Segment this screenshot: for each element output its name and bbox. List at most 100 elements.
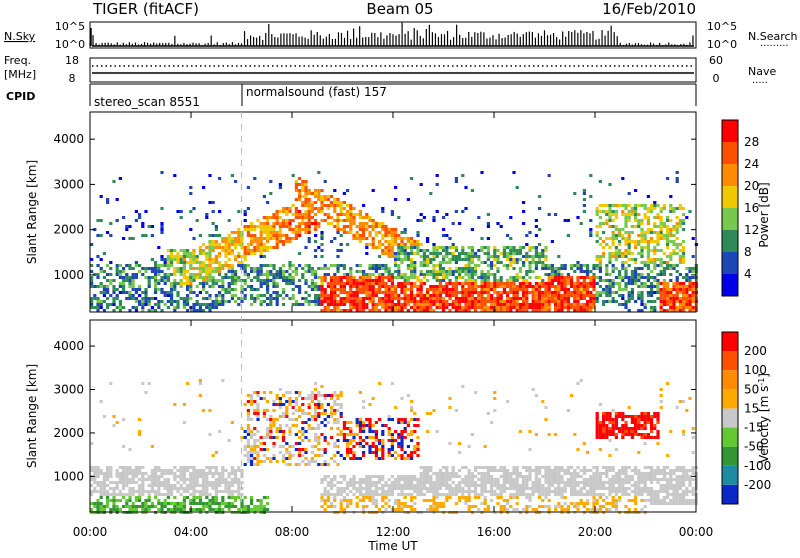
velocity-cell [400, 442, 403, 445]
velocity-cell [138, 466, 141, 469]
power-cell [256, 276, 259, 279]
power-cell [493, 249, 496, 252]
power-cell [256, 270, 259, 273]
velocity-cell [237, 487, 240, 490]
power-cell [583, 276, 586, 279]
power-cell [167, 264, 170, 267]
velocity-cell [432, 499, 435, 502]
velocity-cell [432, 505, 435, 508]
power-cell [301, 204, 304, 207]
power-cell [416, 294, 419, 297]
power-cell [327, 207, 330, 210]
power-cell [647, 222, 650, 225]
power-cell [295, 207, 298, 210]
velocity-cell [346, 484, 349, 487]
power-cell [573, 294, 576, 297]
power-cell [429, 273, 432, 276]
velocity-cell [157, 466, 160, 469]
power-cell [439, 282, 442, 285]
velocity-cell [314, 454, 317, 457]
power-cell [228, 300, 231, 303]
power-cell [298, 222, 301, 225]
velocity-cell [269, 430, 272, 433]
power-cell [263, 243, 266, 246]
power-cell [272, 282, 275, 285]
velocity-cell [125, 469, 128, 472]
velocity-cell [314, 388, 317, 391]
power-cell [589, 303, 592, 306]
power-cell [224, 249, 227, 252]
power-cell [397, 294, 400, 297]
colorbar-tick-label: 4 [744, 267, 752, 281]
power-cell [333, 291, 336, 294]
power-cell [199, 267, 202, 270]
power-cell [375, 267, 378, 270]
power-cell [669, 273, 672, 276]
power-cell [205, 267, 208, 270]
velocity-cell [122, 445, 125, 448]
velocity-cell [263, 415, 266, 418]
velocity-cell [100, 490, 103, 493]
velocity-cell [128, 478, 131, 481]
power-cell [320, 291, 323, 294]
power-cell [333, 237, 336, 240]
velocity-cell [336, 451, 339, 454]
power-cell [170, 285, 173, 288]
power-cell [416, 240, 419, 243]
velocity-cell [253, 412, 256, 415]
power-cell [301, 273, 304, 276]
velocity-cell [301, 430, 304, 433]
power-cell [148, 267, 151, 270]
power-cell [183, 303, 186, 306]
power-cell [356, 291, 359, 294]
velocity-cell [330, 478, 333, 481]
power-cell [682, 228, 685, 231]
power-cell [231, 231, 234, 234]
power-cell [448, 237, 451, 240]
power-cell [669, 303, 672, 306]
power-cell [404, 297, 407, 300]
velocity-cell [250, 499, 253, 502]
power-cell [487, 222, 490, 225]
power-cell [666, 243, 669, 246]
power-cell [362, 279, 365, 282]
power-cell [391, 234, 394, 237]
power-cell [618, 252, 621, 255]
power-cell [151, 234, 154, 237]
power-cell [519, 276, 522, 279]
power-cell [461, 288, 464, 291]
power-cell [557, 273, 560, 276]
velocity-cell [413, 430, 416, 433]
velocity-cell [279, 430, 282, 433]
power-cell [554, 294, 557, 297]
power-cell [388, 252, 391, 255]
velocity-cell [407, 478, 410, 481]
power-cell [554, 213, 557, 216]
power-cell [583, 303, 586, 306]
velocity-cell [218, 478, 221, 481]
velocity-cell [410, 400, 413, 403]
power-cell [365, 297, 368, 300]
power-cell [244, 249, 247, 252]
velocity-cell [109, 472, 112, 475]
velocity-cell [96, 490, 99, 493]
power-cell [471, 300, 474, 303]
velocity-cell [160, 505, 163, 508]
power-cell [384, 291, 387, 294]
power-cell [442, 279, 445, 282]
power-cell [541, 279, 544, 282]
power-cell [253, 249, 256, 252]
power-cell [218, 210, 221, 213]
power-cell [685, 300, 688, 303]
velocity-cell [125, 472, 128, 475]
power-cell [205, 264, 208, 267]
power-cell [436, 249, 439, 252]
power-cell [400, 252, 403, 255]
power-cell [154, 264, 157, 267]
power-cell [301, 189, 304, 192]
power-cell [503, 288, 506, 291]
power-cell [634, 204, 637, 207]
power-cell [541, 264, 544, 267]
velocity-cell [301, 460, 304, 463]
power-cell [269, 303, 272, 306]
